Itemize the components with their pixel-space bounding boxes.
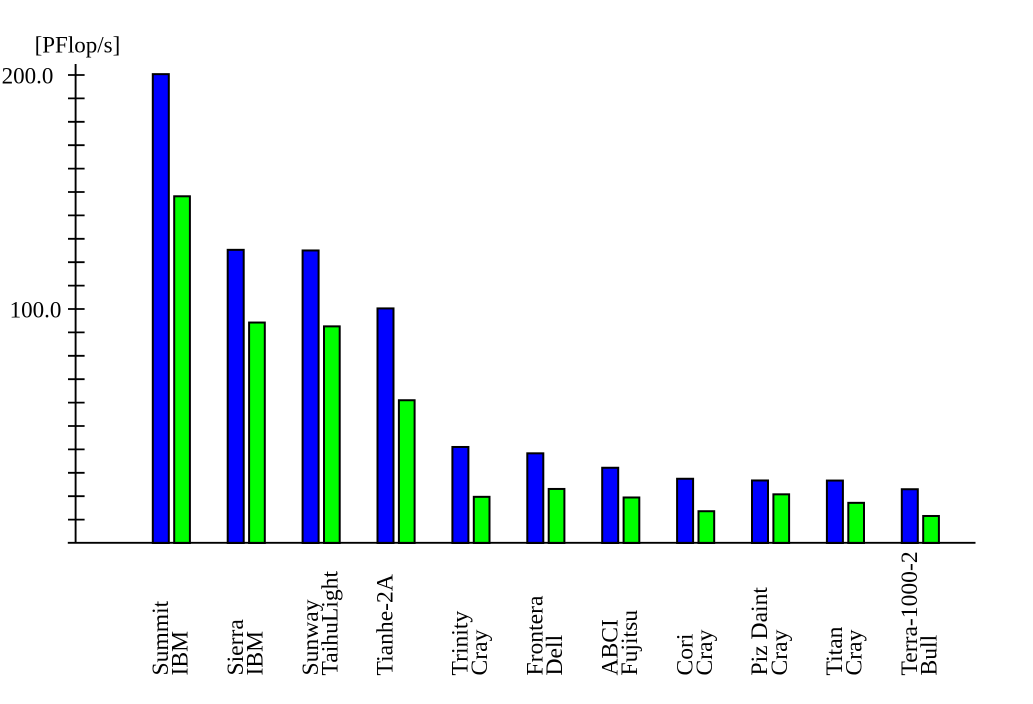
svg-text:100.0: 100.0: [10, 298, 62, 323]
svg-text:200.0: 200.0: [2, 63, 54, 88]
svg-text:IBM: IBM: [168, 631, 194, 676]
svg-text:TaihuLight: TaihuLight: [317, 571, 343, 676]
svg-text:Cray: Cray: [467, 629, 493, 675]
svg-text:Cray: Cray: [767, 629, 793, 675]
svg-text:ABCI: ABCI: [597, 619, 623, 676]
svg-text:Terra-1000-2: Terra-1000-2: [897, 551, 923, 675]
svg-text:Cray: Cray: [842, 629, 868, 675]
svg-text:Sierra: Sierra: [223, 619, 249, 676]
svg-text:Trinity: Trinity: [448, 611, 474, 676]
svg-text:Bull: Bull: [917, 634, 943, 675]
svg-text:Sunway: Sunway: [298, 599, 324, 675]
svg-text:Piz Daint: Piz Daint: [747, 587, 773, 676]
svg-text:Fujitsu: Fujitsu: [617, 610, 643, 676]
svg-text:IBM: IBM: [243, 631, 269, 676]
svg-text:Cray: Cray: [692, 629, 718, 675]
svg-text:Dell: Dell: [542, 634, 568, 675]
svg-text:Cori: Cori: [672, 633, 698, 675]
svg-text:[PFlop/s]: [PFlop/s]: [35, 33, 121, 58]
svg-text:Summit: Summit: [148, 600, 174, 675]
svg-text:Tianhe-2A: Tianhe-2A: [373, 574, 399, 675]
svg-text:Frontera: Frontera: [523, 595, 549, 675]
svg-text:Titan: Titan: [822, 626, 848, 675]
